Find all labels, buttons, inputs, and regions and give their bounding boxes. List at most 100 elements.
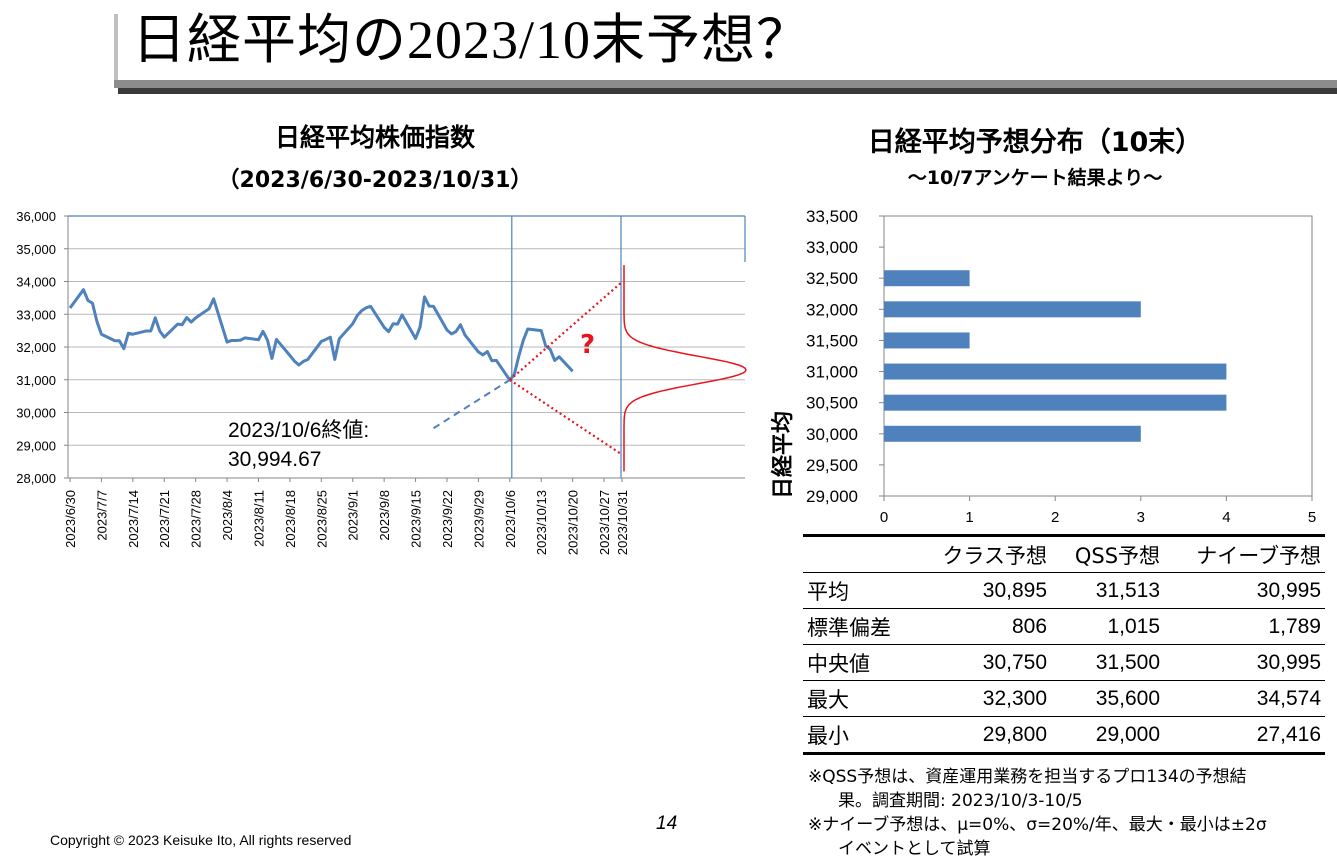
- y-tick-label: 33,000: [16, 307, 56, 322]
- stats-cell: 29,000: [1095, 722, 1161, 746]
- page-number: 14: [656, 813, 678, 834]
- stats-cell: 806: [1011, 614, 1048, 638]
- x-tick-label: 2023/9/29: [471, 490, 486, 548]
- bar-31000: [884, 363, 1227, 380]
- stats-cell: 27,416: [1256, 722, 1321, 746]
- stats-cell: 35,600: [1095, 686, 1161, 710]
- line-chart-title: 日経平均株価指数: [274, 123, 475, 152]
- y-tick-label: 30,000: [16, 406, 56, 421]
- annotation-leader-line: [432, 379, 511, 430]
- stats-cell: 30,895: [982, 578, 1048, 602]
- stats-row-label: 標準偏差: [807, 615, 891, 640]
- y-tick-label: 31,000: [16, 373, 56, 388]
- stats-cell: 31,500: [1095, 650, 1161, 674]
- stats-cell: 34,574: [1256, 686, 1321, 710]
- note-qss-line2: 果。調査期間: 2023/10/3-10/5: [838, 791, 1083, 811]
- stats-header-empty: [803, 536, 915, 573]
- stats-row: 最小 29,800 29,000 27,416: [803, 717, 1325, 754]
- question-mark: ?: [580, 330, 596, 360]
- y-tick-label: 28,000: [16, 471, 56, 486]
- stats-row-label: 平均: [807, 579, 849, 604]
- x-tick-label: 2023/7/28: [189, 490, 204, 548]
- title-underline-shadow: [118, 86, 1337, 94]
- stats-header-class: クラス予想: [942, 543, 1048, 568]
- y-tick-label: 36,000: [16, 209, 56, 224]
- bar-30000: [884, 425, 1141, 442]
- y-tick-label: 29,000: [16, 438, 56, 453]
- x-tick-label: 1: [965, 509, 973, 526]
- bar-chart: 33,500 33,000 32,500 32,000 31,500 31,000 30,5…: [770, 207, 1316, 526]
- x-tick-label: 4: [1222, 509, 1230, 526]
- y-tick-label: 31,000: [806, 363, 858, 382]
- x-tick-label: 2023/10/20: [566, 490, 581, 555]
- distribution-curve: [623, 265, 747, 472]
- stats-cell: 30,995: [1256, 578, 1321, 602]
- x-tick-label: 5: [1308, 509, 1316, 526]
- stats-header-naive: ナイーブ予想: [1196, 543, 1321, 568]
- stats-cell: 1,015: [1107, 614, 1161, 638]
- x-tick-label: 2: [1051, 509, 1059, 526]
- slide-title: 日経平均の2023/10末予想？: [132, 8, 812, 71]
- stats-cell: 31,513: [1095, 578, 1161, 602]
- y-tick-label: 32,000: [16, 340, 56, 355]
- line-chart: 36,000 35,000 34,000 33,000 32,000 31,000 30,0…: [16, 209, 747, 555]
- x-tick-label: 2023/10/6: [503, 490, 518, 548]
- x-tick-label: 2023/6/30: [63, 490, 78, 548]
- y-tick-label: 31,500: [806, 331, 858, 350]
- y-tick-label: 35,000: [16, 242, 56, 257]
- stats-cell: 30,995: [1256, 650, 1321, 674]
- bar-31500: [884, 332, 970, 349]
- bar-32000: [884, 301, 1141, 318]
- forecast-lower-line: [509, 378, 623, 456]
- y-tick-label: 32,500: [806, 269, 858, 288]
- x-tick-label: 0: [880, 509, 888, 526]
- bar-plot-frame: [883, 215, 1313, 497]
- x-tick-label: 2023/8/11: [251, 490, 266, 547]
- stats-table: クラス予想 QSS予想 ナイーブ予想 平均 30,895 31,513 30,995 標…: [803, 534, 1325, 755]
- x-tick-label: 2023/8/4: [220, 490, 235, 541]
- note-qss-line1: ※QSS予想は、資産運用業務を担当するプロ134の予想結: [808, 767, 1247, 787]
- bar-32500: [884, 270, 970, 287]
- x-tick-label: 2023/9/15: [409, 490, 424, 548]
- stats-row-label: 最大: [807, 687, 849, 712]
- x-tick-label: 2023/10/31: [615, 490, 630, 555]
- note-naive-line2: イベントとして試算: [838, 839, 991, 859]
- line-chart-subtitle: （2023/6/30-2023/10/31）: [217, 168, 533, 193]
- stats-cell: 1,789: [1268, 614, 1321, 638]
- bar-chart-subtitle: ～10/7アンケート結果より～: [907, 167, 1163, 189]
- y-tick-label: 34,000: [16, 275, 56, 290]
- copyright: Copyright © 2023 Keisuke Ito, All rights…: [50, 832, 352, 848]
- close-annotation-label: 2023/10/6終値:: [228, 419, 370, 442]
- bar-30500: [884, 394, 1227, 411]
- x-tick-label: 2023/7/21: [157, 490, 172, 548]
- y-tick-label: 32,000: [806, 300, 858, 319]
- x-tick-label: 2023/8/25: [314, 490, 329, 548]
- stats-row: 最大 32,300 35,600 34,574: [803, 681, 1325, 717]
- stats-cell: 32,300: [982, 686, 1048, 710]
- y-tick-label: 30,500: [806, 394, 858, 413]
- x-tick-label: 2023/9/1: [346, 490, 361, 541]
- note-naive-line1: ※ナイーブ予想は、μ=0%、σ=20%/年、最大・最小は±2σ: [808, 815, 1267, 835]
- x-tick-label: 3: [1137, 509, 1145, 526]
- y-tick-label: 29,500: [806, 456, 858, 475]
- x-tick-label: 2023/7/14: [126, 490, 141, 548]
- title-underline: [114, 80, 1337, 88]
- stats-cell: 29,800: [982, 722, 1048, 746]
- stats-row: 平均 30,895 31,513 30,995: [803, 573, 1325, 609]
- y-tick-label: 29,000: [806, 487, 858, 506]
- x-tick-label: 2023/9/22: [440, 490, 455, 548]
- y-tick-label: 33,000: [806, 238, 858, 257]
- x-tick-label: 2023/8/18: [283, 490, 298, 548]
- stats-row-label: 中央値: [807, 651, 870, 676]
- stats-row: 標準偏差 806 1,015 1,789: [803, 609, 1325, 645]
- stats-header-qss: QSS予想: [1074, 543, 1161, 568]
- close-annotation-value: 30,994.67: [228, 448, 322, 471]
- stats-row: 中央値 30,750 31,500 30,995: [803, 645, 1325, 681]
- x-tick-label: 2023/10/27: [597, 490, 612, 555]
- stats-cell: 30,750: [982, 650, 1048, 674]
- x-tick-label: 2023/10/13: [534, 490, 549, 555]
- stats-row-label: 最小: [807, 723, 849, 748]
- title-accent-bar: [114, 14, 118, 80]
- stats-header-row: クラス予想 QSS予想 ナイーブ予想: [803, 535, 1325, 573]
- bar-chart-y-label: 日経平均: [770, 411, 796, 499]
